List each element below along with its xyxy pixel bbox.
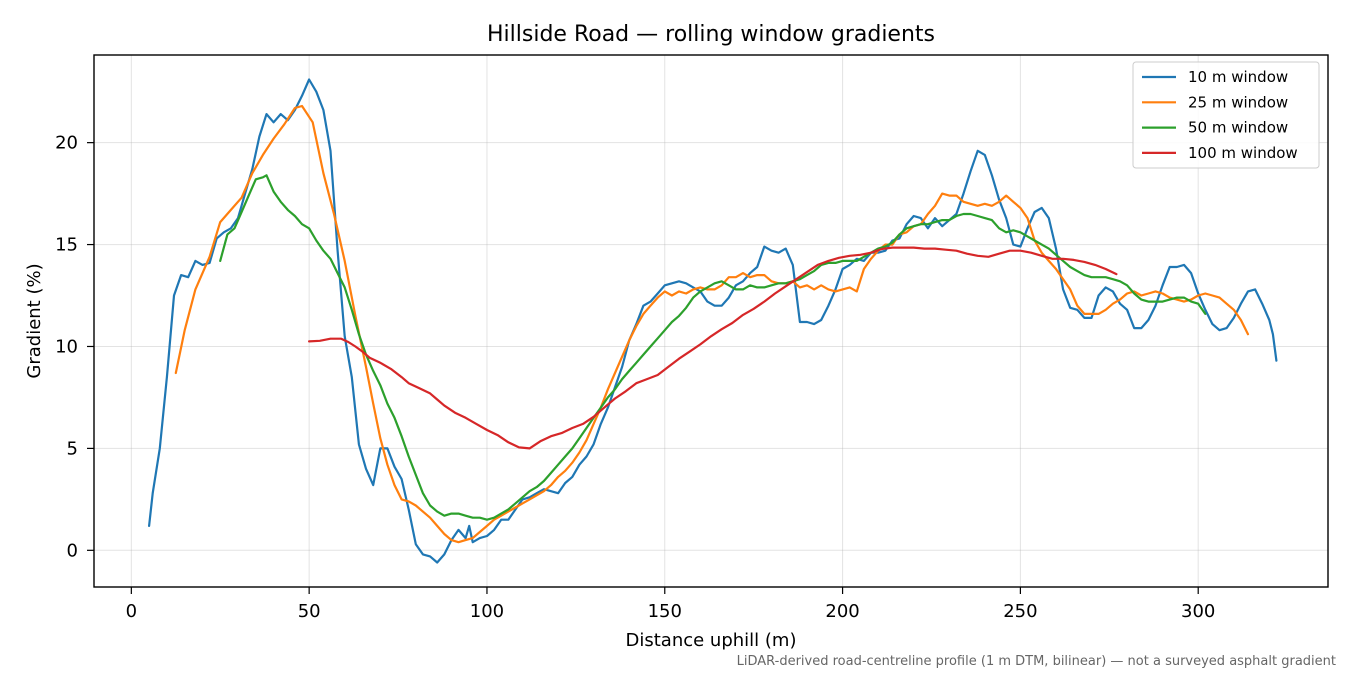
x-tick-label: 0: [126, 601, 137, 622]
y-tick-label: 15: [55, 235, 78, 256]
grid-lines: [94, 55, 1328, 587]
x-tick-label: 200: [825, 601, 859, 622]
x-axis-title: Distance uphill (m): [626, 630, 797, 651]
legend-box: [1132, 61, 1320, 169]
legend-label: 50 m window: [1188, 119, 1288, 137]
figure-caption: LiDAR-derived road-centreline profile (1…: [737, 654, 1336, 669]
series-line-25-m-window: [174, 104, 1250, 544]
x-tick-label: 300: [1181, 601, 1215, 622]
x-tick-label: 150: [648, 601, 682, 622]
legend-label: 25 m window: [1188, 93, 1288, 111]
axis-ticks: 0 50 100 150 200 250 300 0 5 10 15 20: [55, 133, 1215, 622]
legend-label: 100 m window: [1188, 144, 1298, 162]
series-line-100-m-window: [308, 246, 1118, 450]
y-axis-title: Gradient (%): [24, 263, 45, 378]
x-tick-label: 250: [1003, 601, 1037, 622]
y-tick-label: 10: [55, 336, 78, 357]
plot-frame: [93, 54, 1329, 588]
x-tick-label: 50: [298, 601, 321, 622]
x-tick-label: 100: [470, 601, 504, 622]
plot-area: 0 50 100 150 200 250 300 0 5 10 15 20: [55, 54, 1329, 622]
y-tick-label: 20: [55, 133, 78, 154]
legend: 10 m window 25 m window 50 m window 100 m w…: [1132, 61, 1320, 169]
series-layer: [148, 78, 1278, 564]
y-tick-label: 5: [67, 438, 78, 459]
legend-label: 10 m window: [1188, 68, 1288, 86]
series-line-50-m-window: [219, 174, 1207, 521]
y-tick-label: 0: [67, 540, 78, 561]
chart-title: Hillside Road — rolling window gradients: [487, 22, 935, 47]
